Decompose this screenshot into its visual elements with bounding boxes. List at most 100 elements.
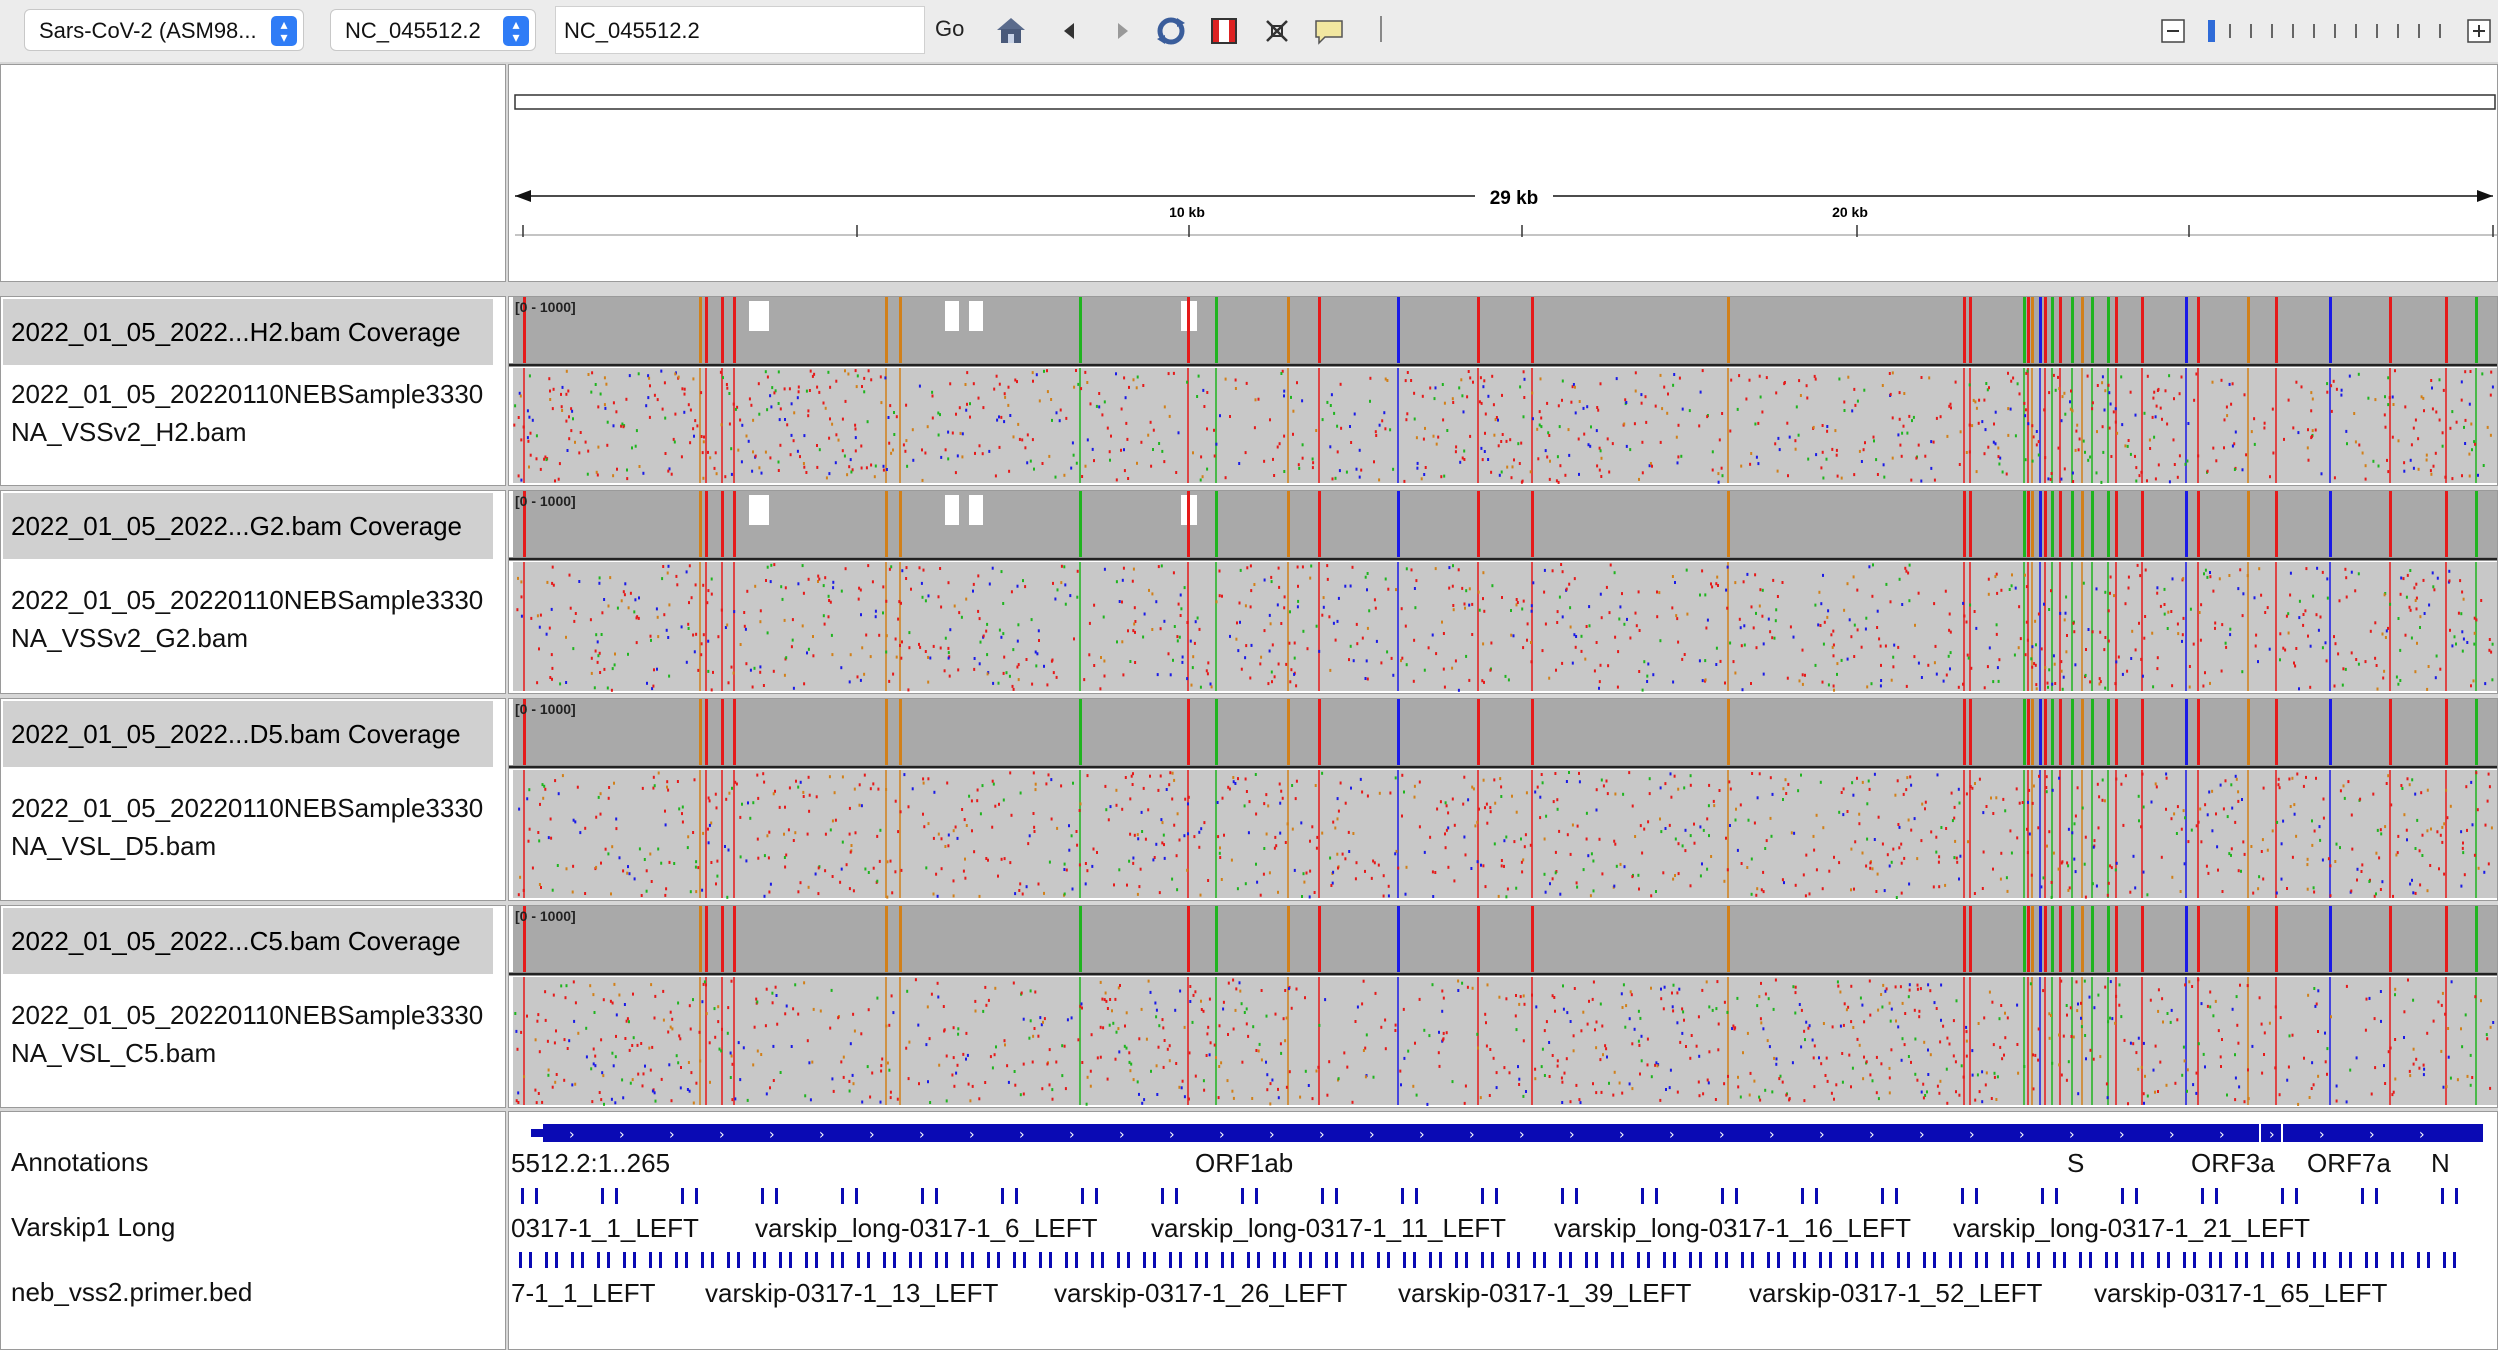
- snp-marker[interactable]: [2389, 297, 2392, 363]
- snp-marker[interactable]: [2081, 906, 2084, 972]
- varskip-long-amplicon[interactable]: [1815, 1188, 1818, 1204]
- snp-marker[interactable]: [1477, 906, 1480, 972]
- snp-marker[interactable]: [699, 297, 702, 363]
- primer-feature[interactable]: [945, 1252, 948, 1268]
- read-alignments[interactable]: [513, 562, 2497, 691]
- bam-track-name-line2[interactable]: NA_VSL_D5.bam: [11, 831, 217, 861]
- snp-marker[interactable]: [2329, 491, 2332, 557]
- primer-feature[interactable]: [919, 1252, 922, 1268]
- varskip-long-amplicon[interactable]: [2201, 1188, 2204, 1204]
- snp-marker[interactable]: [2141, 297, 2144, 363]
- varskip-long-amplicon[interactable]: [1495, 1188, 1498, 1204]
- primer-feature[interactable]: [1075, 1252, 1078, 1268]
- varskip-long-amplicon[interactable]: [2441, 1188, 2444, 1204]
- snp-marker[interactable]: [899, 699, 902, 765]
- snp-marker[interactable]: [2247, 699, 2250, 765]
- snp-marker[interactable]: [2031, 297, 2034, 363]
- snp-marker[interactable]: [2247, 297, 2250, 363]
- snp-marker[interactable]: [1215, 699, 1218, 765]
- snp-marker[interactable]: [1397, 699, 1400, 765]
- snp-marker[interactable]: [2185, 699, 2188, 765]
- snp-marker[interactable]: [1079, 699, 1082, 765]
- primer-feature[interactable]: [1023, 1252, 1026, 1268]
- primer-feature[interactable]: [1647, 1252, 1650, 1268]
- primer-feature[interactable]: [1117, 1252, 1120, 1268]
- varskip-long-amplicon[interactable]: [1335, 1188, 1338, 1204]
- coverage-histogram[interactable]: [513, 699, 2497, 765]
- varskip-long-amplicon[interactable]: [2295, 1188, 2298, 1204]
- snp-marker[interactable]: [2071, 699, 2074, 765]
- snp-marker[interactable]: [1287, 699, 1290, 765]
- snp-marker[interactable]: [2071, 906, 2074, 972]
- varskip-long-amplicon[interactable]: [2041, 1188, 2044, 1204]
- snp-marker[interactable]: [2023, 491, 2026, 557]
- snp-marker[interactable]: [2059, 297, 2062, 363]
- varskip-long-amplicon[interactable]: [1721, 1188, 1724, 1204]
- varskip-long-amplicon[interactable]: [1415, 1188, 1418, 1204]
- snp-marker[interactable]: [699, 491, 702, 557]
- snp-marker[interactable]: [2115, 699, 2118, 765]
- coverage-track-name[interactable]: 2022_01_05_2022...G2.bam Coverage: [3, 493, 493, 559]
- snp-marker[interactable]: [2329, 699, 2332, 765]
- snp-marker[interactable]: [2081, 297, 2084, 363]
- snp-marker[interactable]: [2475, 297, 2478, 363]
- varskip-long-amplicon[interactable]: [2361, 1188, 2364, 1204]
- varskip-long-amplicon[interactable]: [1895, 1188, 1898, 1204]
- primer-feature[interactable]: [1621, 1252, 1624, 1268]
- primer-feature[interactable]: [581, 1252, 584, 1268]
- varskip-long-amplicon[interactable]: [2121, 1188, 2124, 1204]
- snp-marker[interactable]: [2051, 491, 2054, 557]
- snp-marker[interactable]: [733, 906, 736, 972]
- snp-marker[interactable]: [2031, 699, 2034, 765]
- snp-marker[interactable]: [705, 906, 708, 972]
- snp-marker[interactable]: [2027, 906, 2030, 972]
- bam-track-name-line1[interactable]: 2022_01_05_20220110NEBSample3330: [11, 379, 484, 409]
- primer-feature[interactable]: [555, 1252, 558, 1268]
- primer-feature[interactable]: [935, 1252, 938, 1268]
- primer-feature[interactable]: [727, 1252, 730, 1268]
- snp-marker[interactable]: [899, 491, 902, 557]
- snp-marker[interactable]: [2115, 491, 2118, 557]
- bam-track-name-line2[interactable]: NA_VSSv2_G2.bam: [11, 623, 249, 653]
- forward-icon[interactable]: [1104, 14, 1140, 48]
- snp-marker[interactable]: [2115, 906, 2118, 972]
- varskip-long-amplicon[interactable]: [615, 1188, 618, 1204]
- snp-marker[interactable]: [699, 699, 702, 765]
- primer-feature[interactable]: [1637, 1252, 1640, 1268]
- go-button[interactable]: Go: [935, 16, 965, 41]
- primer-feature[interactable]: [1299, 1252, 1302, 1268]
- varskip-long-amplicon[interactable]: [1881, 1188, 1884, 1204]
- primer-feature[interactable]: [1351, 1252, 1354, 1268]
- snp-marker[interactable]: [1287, 491, 1290, 557]
- snp-marker[interactable]: [885, 906, 888, 972]
- zoom-level-tick[interactable]: [2418, 24, 2420, 38]
- snp-marker[interactable]: [1187, 699, 1190, 765]
- snp-marker[interactable]: [2071, 491, 2074, 557]
- coverage-histogram[interactable]: [513, 297, 2497, 363]
- varskip-long-amplicon[interactable]: [2281, 1188, 2284, 1204]
- primer-feature[interactable]: [1335, 1252, 1338, 1268]
- snp-marker[interactable]: [1963, 297, 1966, 363]
- snp-marker[interactable]: [1727, 699, 1730, 765]
- primer-feature[interactable]: [1283, 1252, 1286, 1268]
- snp-marker[interactable]: [2389, 699, 2392, 765]
- primer-feature[interactable]: [883, 1252, 886, 1268]
- snp-marker[interactable]: [721, 297, 724, 363]
- snp-marker[interactable]: [2107, 297, 2110, 363]
- snp-marker[interactable]: [885, 297, 888, 363]
- primer-feature[interactable]: [997, 1252, 1000, 1268]
- varskip-long-amplicon[interactable]: [2055, 1188, 2058, 1204]
- locus-input[interactable]: NC_045512.2: [555, 6, 925, 54]
- snp-marker[interactable]: [2091, 297, 2094, 363]
- snp-marker[interactable]: [1079, 491, 1082, 557]
- primer-feature[interactable]: [1195, 1252, 1198, 1268]
- snp-marker[interactable]: [2039, 906, 2042, 972]
- snp-marker[interactable]: [1287, 297, 1290, 363]
- snp-marker[interactable]: [2044, 491, 2047, 557]
- primer-feature[interactable]: [961, 1252, 964, 1268]
- snp-marker[interactable]: [1969, 699, 1972, 765]
- snp-marker[interactable]: [2051, 699, 2054, 765]
- chromosome-dropdown[interactable]: NC_045512.2 ▴ ▾: [330, 9, 536, 51]
- primer-feature[interactable]: [1091, 1252, 1094, 1268]
- varskip-long-amplicon[interactable]: [1641, 1188, 1644, 1204]
